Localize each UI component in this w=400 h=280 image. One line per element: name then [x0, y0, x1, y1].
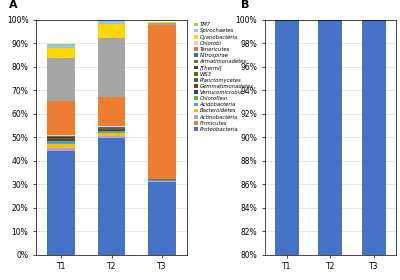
Bar: [47, 138, 75, 139]
Bar: [98, 138, 125, 255]
Bar: [47, 48, 75, 59]
Bar: [362, 0, 386, 255]
Bar: [98, 129, 125, 130]
Bar: [274, 0, 298, 255]
Bar: [47, 148, 75, 151]
Bar: [148, 22, 176, 23]
Bar: [318, 0, 342, 255]
Bar: [98, 131, 125, 132]
Bar: [148, 23, 176, 25]
Bar: [98, 24, 125, 38]
Bar: [98, 130, 125, 131]
Bar: [47, 45, 75, 48]
Bar: [47, 137, 75, 138]
Bar: [47, 135, 75, 136]
Bar: [47, 140, 75, 141]
Bar: [47, 144, 75, 148]
Bar: [47, 139, 75, 140]
Bar: [148, 182, 176, 255]
Bar: [47, 141, 75, 142]
Bar: [47, 151, 75, 255]
Bar: [47, 136, 75, 137]
Legend: TM7, Spirochaetes, Cyanobacteria, Chlorobi, Tenericutes, Nitrospirae, Armatimona: TM7, Spirochaetes, Cyanobacteria, Chloro…: [194, 22, 254, 132]
Bar: [98, 126, 125, 127]
Bar: [98, 127, 125, 128]
Bar: [47, 101, 75, 135]
Bar: [98, 38, 125, 97]
Bar: [98, 18, 125, 20]
Bar: [98, 133, 125, 136]
Bar: [98, 128, 125, 129]
Text: B: B: [241, 0, 250, 10]
Bar: [47, 59, 75, 101]
Bar: [148, 25, 176, 179]
Bar: [47, 142, 75, 144]
Bar: [47, 44, 75, 45]
Bar: [148, 181, 176, 182]
Bar: [98, 20, 125, 24]
Bar: [98, 136, 125, 138]
Bar: [98, 132, 125, 133]
Bar: [98, 97, 125, 126]
Text: A: A: [9, 0, 18, 10]
